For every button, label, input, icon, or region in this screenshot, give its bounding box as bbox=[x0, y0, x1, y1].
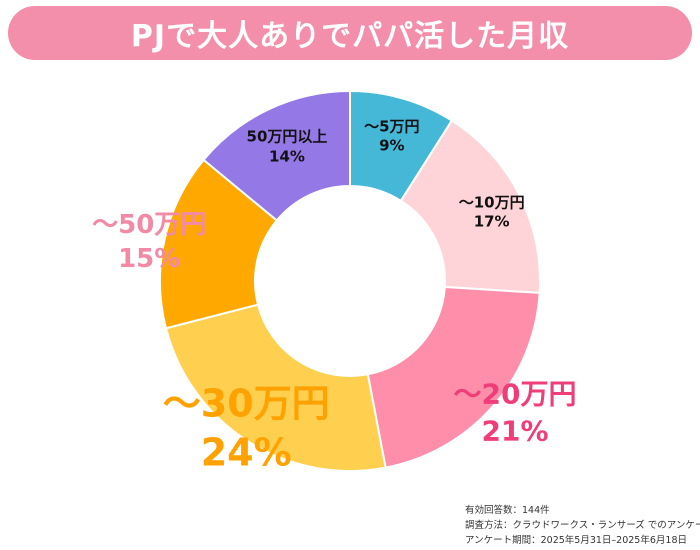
label-over-50man: 50万円以上 14% bbox=[247, 128, 328, 167]
survey-notes: 有効回答数：144件 調査方法：クラウドワークス・ランサーズ でのアンケート ア… bbox=[465, 503, 700, 548]
label-upto-30man: ～30万円 24% bbox=[163, 379, 330, 478]
percent-label: 9% bbox=[379, 136, 405, 155]
percent-label: 24% bbox=[200, 430, 292, 475]
category-label: 50万円以上 bbox=[246, 127, 328, 146]
category-label: ～10万円 bbox=[458, 193, 525, 212]
chart-title: PJで大人ありでパパ活した月収 bbox=[130, 19, 570, 54]
slice-upto-20man bbox=[366, 285, 541, 469]
category-label: ～30万円 bbox=[162, 381, 330, 426]
period-note: アンケート期間：2025年5月31日–2025年6月18日 bbox=[465, 535, 687, 546]
label-upto-5man: ～5万円 9% bbox=[364, 117, 419, 156]
respondents-note: 有効回答数：144件 bbox=[465, 505, 550, 516]
slice-upto-10man bbox=[399, 119, 541, 294]
slice-over-50man bbox=[202, 89, 351, 222]
category-label: ～50万円 bbox=[92, 210, 207, 241]
category-label: ～5万円 bbox=[364, 117, 420, 136]
percent-label: 14% bbox=[269, 147, 305, 166]
method-note: 調査方法：クラウドワークス・ランサーズ でのアンケート bbox=[465, 520, 700, 531]
label-upto-50man: ～50万円 15% bbox=[92, 209, 206, 277]
slice-upto-30man bbox=[164, 303, 387, 472]
category-label: ～20万円 bbox=[453, 377, 577, 411]
percent-label: 17% bbox=[473, 212, 510, 231]
label-upto-20man: ～20万円 21% bbox=[454, 377, 577, 450]
percent-label: 15% bbox=[118, 243, 181, 274]
percent-label: 21% bbox=[481, 414, 549, 448]
label-upto-10man: ～10万円 17% bbox=[459, 193, 525, 232]
title-banner: PJで大人ありでパパ活した月収 bbox=[8, 6, 692, 60]
